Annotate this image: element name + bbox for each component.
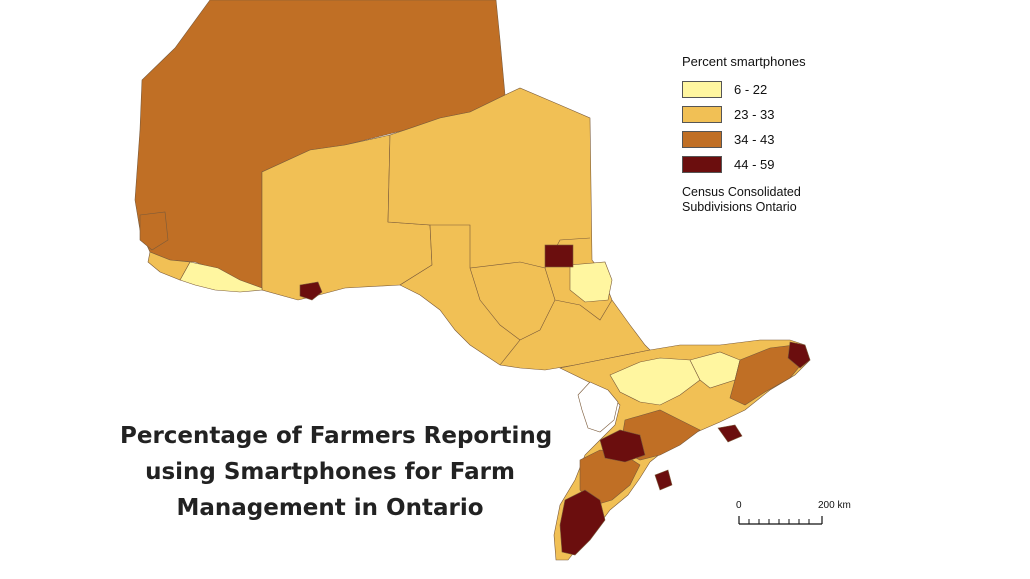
- scale-bar: 0 200 km: [736, 500, 856, 530]
- map-region-dark-southwest: [559, 489, 606, 556]
- legend-label: 34 - 43: [734, 132, 775, 147]
- map-region-light-west: [179, 261, 263, 293]
- map-region-dark-east: [787, 341, 811, 369]
- map-region-light-south: [609, 357, 701, 406]
- legend-item: 44 - 59: [682, 152, 842, 177]
- legend-title: Percent smartphones: [682, 54, 806, 69]
- map-region-mid-south-east: [729, 344, 806, 406]
- map-region-light-northeast: [569, 261, 613, 303]
- legend-source-line: Census Consolidated: [682, 185, 801, 199]
- scale-bar-graphic: [738, 516, 823, 525]
- legend-swatch: [682, 131, 722, 148]
- map-title: Percentage of Farmers Reporting using Sm…: [120, 418, 553, 526]
- map-region-west-small: [147, 251, 191, 281]
- legend-item: 6 - 22: [682, 77, 842, 102]
- legend-label: 44 - 59: [734, 157, 775, 172]
- scale-start-label: 0: [736, 500, 742, 511]
- map-region-dark-central: [599, 429, 646, 463]
- legend-item: 34 - 43: [682, 127, 842, 152]
- map-region-dark-thunder-bay: [299, 281, 323, 301]
- legend-label: 6 - 22: [734, 82, 768, 97]
- map-title-line: Management in Ontario: [176, 495, 484, 521]
- legend-item: 23 - 33: [682, 102, 842, 127]
- map-region-dark-niagara: [654, 469, 673, 491]
- legend-source: Census Consolidated Subdivisions Ontario: [682, 185, 842, 215]
- map-title-line: Percentage of Farmers Reporting: [120, 423, 553, 449]
- legend: Percent smartphones 6 - 22 23 - 33 34 - …: [682, 54, 842, 215]
- map-region-dark-north: [544, 244, 574, 268]
- map-region-mid-west: [139, 211, 169, 251]
- map-title-line: using Smartphones for Farm: [145, 459, 515, 485]
- map-water-georgian-bay: [577, 381, 619, 433]
- legend-swatch: [682, 156, 722, 173]
- legend-source-line: Subdivisions Ontario: [682, 200, 797, 214]
- legend-swatch: [682, 106, 722, 123]
- legend-swatch: [682, 81, 722, 98]
- map-district-boundaries: [430, 224, 613, 366]
- legend-label: 23 - 33: [734, 107, 775, 122]
- scale-end-label: 200 km: [818, 500, 851, 511]
- map-region-dark-kingston: [717, 424, 743, 443]
